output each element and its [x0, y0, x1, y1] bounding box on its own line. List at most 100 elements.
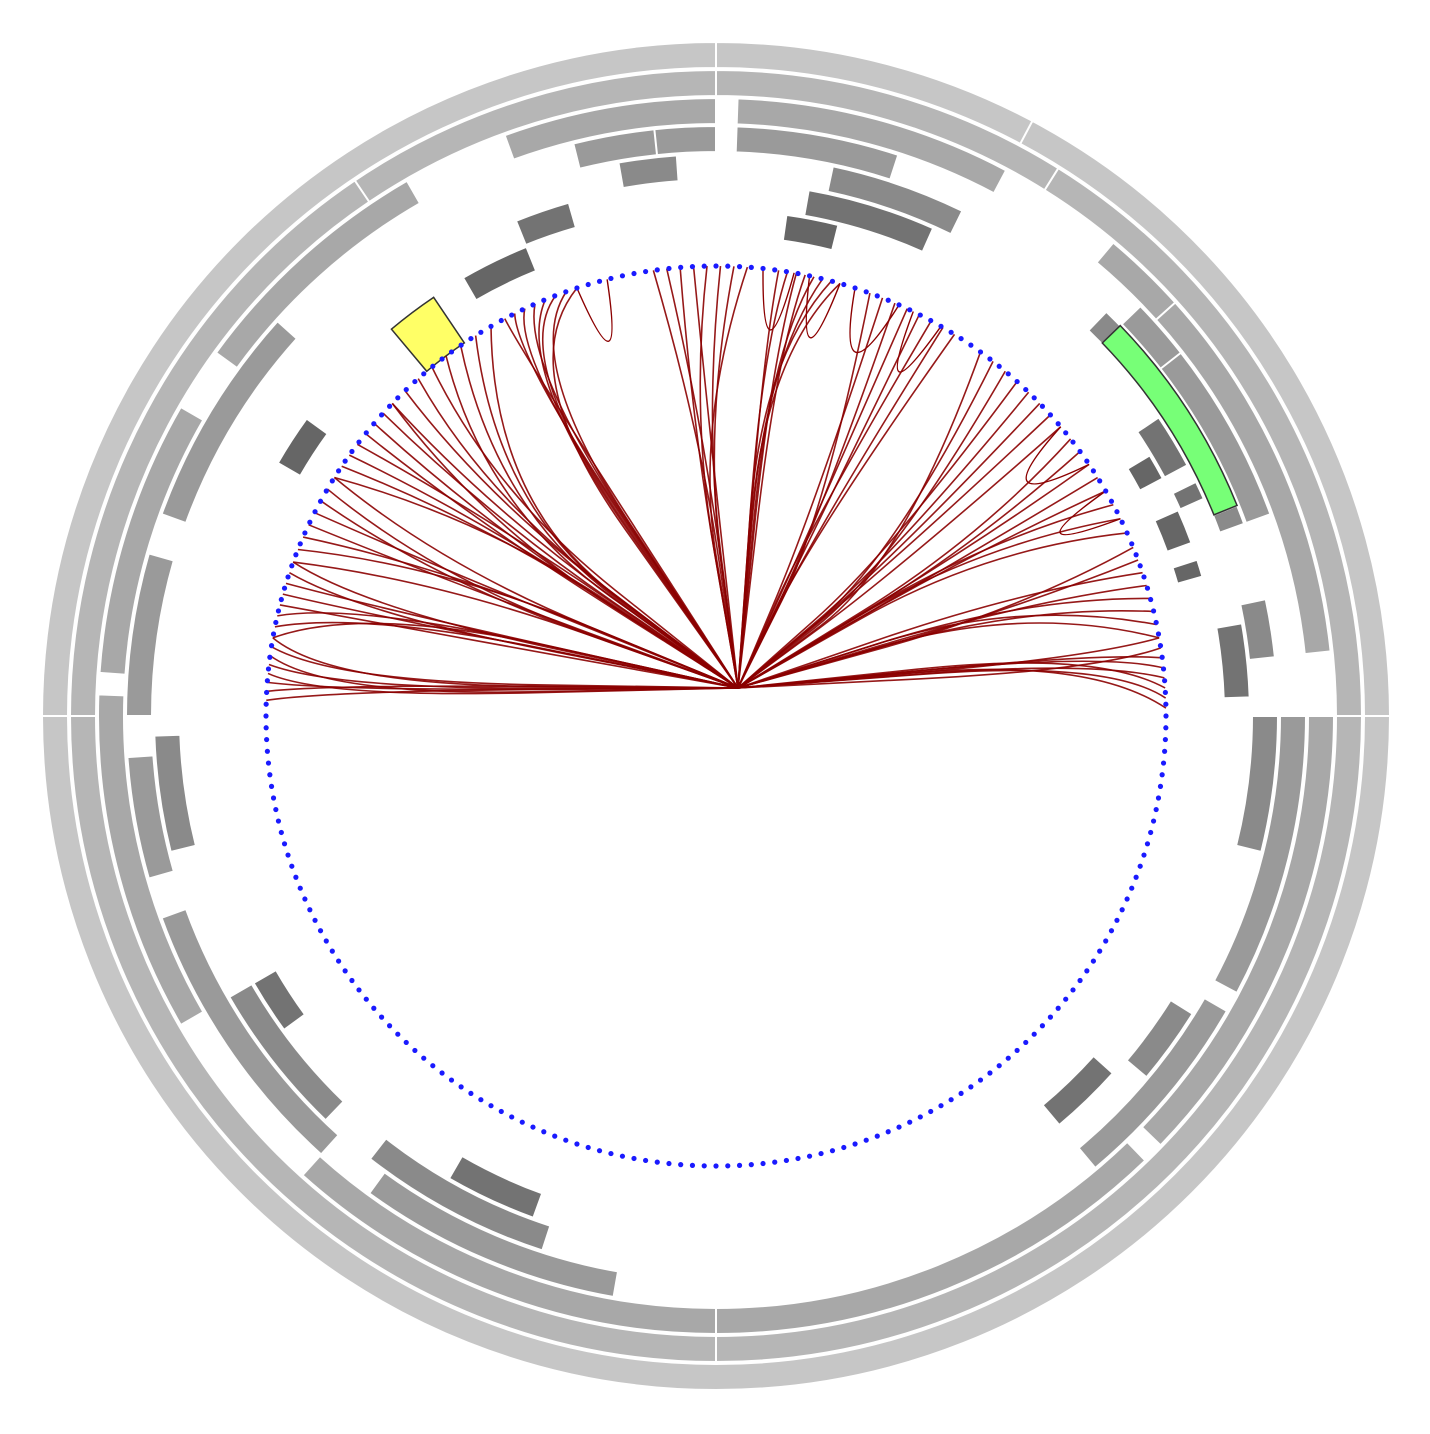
leaf-node-26[interactable]: [1063, 996, 1069, 1002]
leaf-node-166[interactable]: [552, 293, 558, 299]
leaf-node-216[interactable]: [1077, 448, 1083, 455]
leaf-node-233[interactable]: [1155, 631, 1162, 637]
leaf-node-228[interactable]: [1141, 574, 1147, 580]
leaf-node-102[interactable]: [312, 917, 318, 923]
leaf-node-104[interactable]: [302, 896, 308, 902]
leaf-node-151[interactable]: [403, 386, 409, 393]
leaf-node-222[interactable]: [1114, 509, 1120, 515]
leaf-node-183[interactable]: [748, 264, 754, 270]
leaf-node-92[interactable]: [378, 1014, 385, 1020]
leaf-node-209[interactable]: [1023, 386, 1029, 393]
leaf-node-111[interactable]: [275, 818, 282, 824]
leaf-node-196[interactable]: [896, 302, 902, 308]
leaf-node-56[interactable]: [760, 1160, 766, 1167]
leaf-node-212[interactable]: [1047, 412, 1054, 418]
leaf-node-17[interactable]: [1119, 907, 1125, 913]
leaf-node-61[interactable]: [701, 1163, 707, 1169]
leaf-node-158[interactable]: [468, 335, 474, 342]
leaf-node-31[interactable]: [1023, 1039, 1029, 1046]
leaf-node-163[interactable]: [519, 307, 525, 313]
hierarchy-segment-28[interactable]: [1077, 996, 1229, 1170]
leaf-node-55[interactable]: [772, 1159, 778, 1165]
leaf-node-189[interactable]: [818, 275, 824, 282]
leaf-node-170[interactable]: [596, 278, 603, 284]
leaf-node-3[interactable]: [1162, 748, 1168, 754]
hierarchy-segment-18[interactable]: [301, 1154, 717, 1336]
leaf-node-231[interactable]: [1150, 608, 1157, 614]
leaf-node-106[interactable]: [293, 874, 299, 880]
leaf-node-203[interactable]: [968, 342, 974, 348]
leaf-node-145[interactable]: [356, 439, 362, 445]
leaf-node-204[interactable]: [977, 349, 984, 355]
leaf-node-39[interactable]: [948, 1097, 954, 1103]
hierarchy-segment-48[interactable]: [1171, 480, 1206, 511]
hierarchy-segment-54[interactable]: [461, 245, 538, 302]
leaf-node-76[interactable]: [530, 1124, 536, 1130]
hierarchy-segment-10[interactable]: [68, 179, 371, 717]
leaf-node-21[interactable]: [1097, 948, 1103, 954]
hierarchy-segment-32[interactable]: [124, 552, 176, 717]
leaf-node-207[interactable]: [1005, 371, 1011, 377]
hierarchy-segment-45[interactable]: [514, 201, 578, 247]
leaf-node-142[interactable]: [335, 468, 342, 474]
leaf-node-77[interactable]: [519, 1119, 525, 1125]
leaf-node-147[interactable]: [371, 421, 377, 427]
leaf-node-88[interactable]: [412, 1047, 418, 1054]
leaf-node-59[interactable]: [725, 1163, 731, 1169]
leaf-node-24[interactable]: [1077, 977, 1083, 984]
leaf-node-128[interactable]: [273, 619, 279, 626]
leaf-node-70[interactable]: [596, 1148, 603, 1154]
leaf-node-28[interactable]: [1047, 1014, 1054, 1020]
leaf-node-37[interactable]: [968, 1084, 974, 1090]
leaf-node-150[interactable]: [395, 395, 401, 401]
leaf-node-192[interactable]: [852, 285, 858, 291]
hierarchy-segment-55[interactable]: [781, 213, 840, 252]
leaf-node-186[interactable]: [783, 268, 789, 275]
leaf-node-68[interactable]: [619, 1153, 626, 1159]
highlighted-segment-green[interactable]: [1101, 324, 1239, 516]
leaf-node-14[interactable]: [1133, 874, 1139, 880]
leaf-node-156[interactable]: [448, 349, 455, 355]
leaf-node-178[interactable]: [689, 264, 696, 270]
leaf-node-126[interactable]: [268, 643, 275, 649]
hierarchy-segment-51[interactable]: [447, 1154, 544, 1220]
leaf-node-172[interactable]: [619, 273, 626, 279]
leaf-node-100[interactable]: [323, 938, 329, 944]
leaf-node-98[interactable]: [335, 958, 342, 964]
leaf-node-45[interactable]: [885, 1129, 891, 1135]
hierarchy-segment-27[interactable]: [1212, 715, 1308, 995]
leaf-node-161[interactable]: [498, 317, 504, 324]
hierarchy-segment-12[interactable]: [503, 96, 717, 161]
leaf-node-97[interactable]: [342, 968, 348, 974]
leaf-node-169[interactable]: [585, 281, 591, 288]
leaf-node-20[interactable]: [1103, 938, 1109, 944]
leaf-node-119[interactable]: [263, 725, 269, 731]
leaf-node-25[interactable]: [1070, 987, 1076, 993]
leaf-node-227[interactable]: [1137, 563, 1143, 569]
leaf-node-50[interactable]: [829, 1148, 836, 1154]
leaf-node-35[interactable]: [987, 1070, 993, 1076]
leaf-node-42[interactable]: [917, 1114, 923, 1120]
leaf-node-198[interactable]: [917, 312, 923, 318]
hierarchy-segment-58[interactable]: [1171, 558, 1204, 585]
leaf-node-30[interactable]: [1031, 1031, 1037, 1037]
leaf-node-64[interactable]: [666, 1160, 672, 1167]
leaf-node-43[interactable]: [907, 1119, 913, 1125]
leaf-node-74[interactable]: [552, 1133, 558, 1139]
leaf-node-139[interactable]: [317, 498, 324, 504]
leaf-node-99[interactable]: [329, 948, 335, 954]
leaf-node-87[interactable]: [421, 1055, 427, 1061]
leaf-node-71[interactable]: [585, 1144, 591, 1151]
leaf-node-9[interactable]: [1150, 818, 1157, 824]
leaf-node-213[interactable]: [1055, 421, 1061, 427]
hierarchy-segment-49[interactable]: [1215, 622, 1251, 700]
leaf-node-219[interactable]: [1097, 478, 1103, 484]
leaf-node-187[interactable]: [795, 270, 801, 277]
leaf-node-1[interactable]: [1163, 725, 1169, 731]
hierarchy-segment-15[interactable]: [1154, 301, 1332, 656]
leaf-node-149[interactable]: [386, 403, 393, 409]
leaf-node-199[interactable]: [928, 317, 934, 324]
leaf-node-81[interactable]: [478, 1097, 484, 1103]
hierarchy-segment-19[interactable]: [97, 693, 205, 1027]
leaf-node-152[interactable]: [412, 378, 418, 385]
